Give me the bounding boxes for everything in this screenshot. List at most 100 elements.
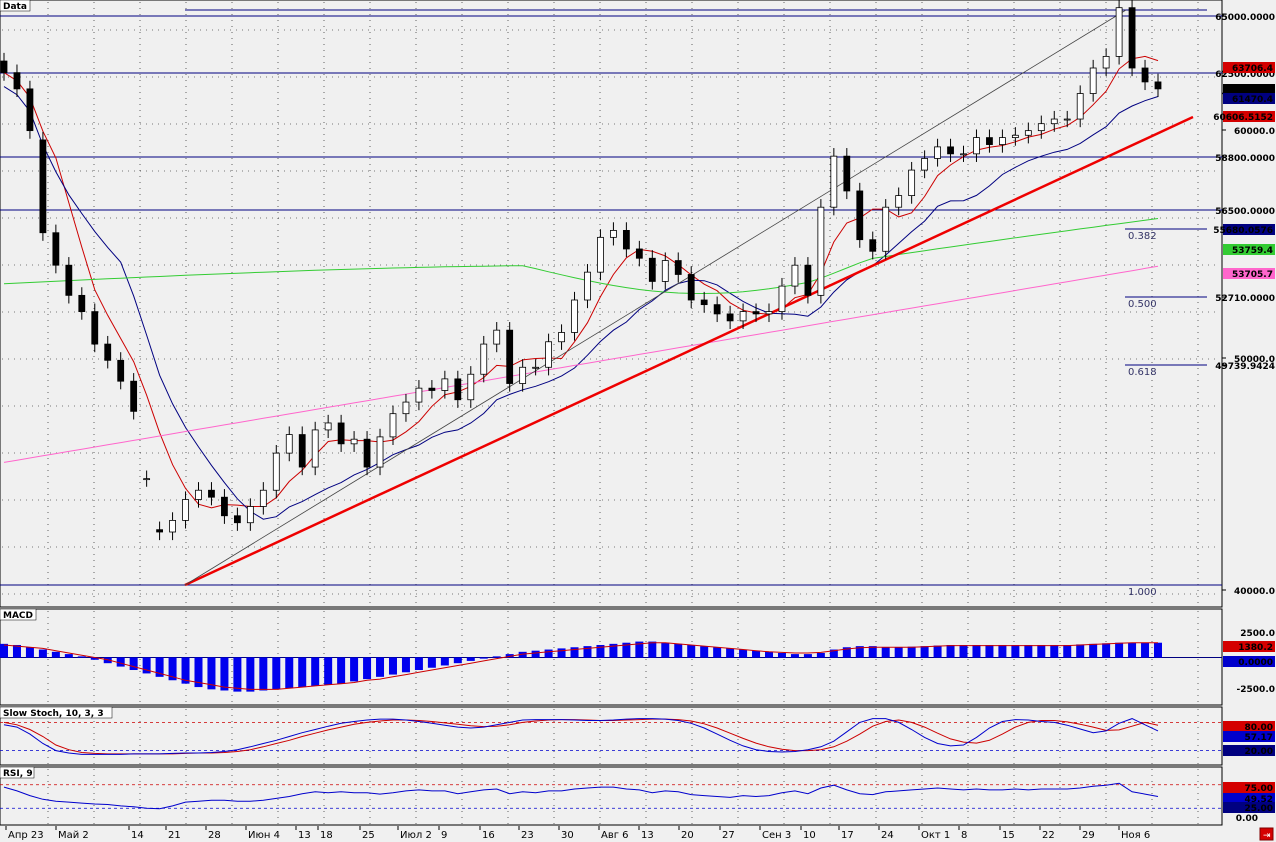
axis-tick-label: 60000.0 (1234, 127, 1275, 137)
stoch-pane: Slow Stoch, 10, 3, 3 (0, 706, 1223, 766)
rsi-pane: RSI, 9 (0, 766, 1223, 826)
candle-body (233, 515, 241, 524)
candle-body (324, 422, 332, 431)
value-box (1223, 62, 1275, 73)
time-axis: Апр 23 Май 2 14 21 28 Июн 4 13 18 25 Июл 2 9 16 23 30… (5, 826, 1150, 841)
candle-body (52, 232, 60, 266)
candle-body (1050, 118, 1058, 125)
candle-body (221, 496, 228, 517)
macd-bar (1115, 642, 1124, 658)
macd-pane-title: MACD (3, 611, 33, 621)
candle-body (363, 438, 371, 468)
candle-body (1141, 67, 1149, 83)
candle-body (778, 285, 786, 312)
candle-body (739, 311, 747, 322)
candle-body (169, 520, 176, 533)
macd-bar (77, 656, 86, 658)
x-tick-label: 28 (208, 830, 221, 841)
candle-body (700, 299, 708, 306)
candle-body (259, 489, 267, 507)
scroll-end-button[interactable] (1259, 827, 1274, 841)
candle-body (558, 332, 565, 343)
ma-long-line (3, 265, 1159, 463)
macd-bar (790, 654, 799, 658)
candle-body (908, 169, 916, 197)
x-tick-label: 10 (803, 830, 816, 841)
candle-body (195, 489, 202, 500)
macd-bar (51, 651, 60, 658)
macd-bar (687, 644, 696, 658)
value-box (1223, 745, 1275, 756)
candle-body (986, 137, 993, 145)
macd-bar (739, 649, 748, 658)
macd-bar (1128, 642, 1137, 658)
candle-body (791, 264, 799, 287)
macd-bar (453, 657, 462, 664)
axis-tick-label: 50000.0 (1234, 355, 1275, 365)
macd-bar (713, 647, 722, 658)
candle-body (532, 366, 540, 369)
candle-body (765, 311, 773, 315)
macd-bar (259, 657, 268, 691)
axis-tick-label: 58800.0000 (1215, 154, 1275, 164)
candle-body (687, 274, 695, 301)
macd-bar (998, 644, 1007, 658)
candle-body (934, 146, 941, 159)
macd-bar (777, 652, 786, 658)
candle-body (713, 304, 721, 315)
axis-tick-label: 49739.9424 (1215, 362, 1275, 372)
candle-body (1128, 7, 1136, 69)
macd-signal-line (3, 642, 1158, 690)
candle-body (65, 264, 73, 296)
x-tick-label: Апр 23 (8, 830, 44, 841)
candle-body (869, 239, 877, 252)
macd-bar (298, 657, 307, 688)
macd-bar (311, 657, 320, 686)
rsi-pane-bg (0, 766, 1223, 826)
x-tick-label: 14 (131, 830, 144, 841)
scroll-end-icon: ⇥ (1263, 831, 1271, 841)
macd-histogram (0, 641, 1162, 692)
candle-body (999, 137, 1006, 145)
macd-bar (609, 643, 618, 658)
macd-bar (194, 657, 203, 688)
macd-bar (1050, 644, 1059, 658)
candle-body (804, 264, 812, 296)
macd-bar (90, 657, 99, 660)
macd-bar (142, 657, 151, 674)
candle-body (1102, 56, 1110, 69)
axis-tick-label: 65000.0000 (1215, 13, 1275, 23)
candle-body (947, 146, 954, 155)
x-tick-label: 16 (482, 830, 495, 841)
candle-body (856, 190, 864, 241)
macd-bar (752, 650, 761, 658)
axis-tick-label: 0.00 (1236, 814, 1258, 824)
value-box (1223, 111, 1275, 122)
candle-body (584, 271, 591, 301)
macd-bar (479, 657, 488, 659)
candle-body (882, 206, 890, 252)
value-box (1223, 793, 1275, 804)
channel-line (184, 9, 1127, 586)
macd-bar (816, 652, 825, 658)
time-axis-bg (0, 826, 1276, 842)
macd-bar (103, 657, 112, 664)
candle-body (493, 329, 501, 345)
candle-body (661, 260, 669, 282)
value-box-label: 61470.4 (1232, 95, 1273, 105)
value-box-label: 25.00 (1245, 804, 1273, 814)
x-tick-label: 21 (168, 830, 181, 841)
macd-bar (518, 651, 527, 658)
candle-body (895, 195, 903, 208)
candle-body (104, 343, 112, 361)
macd-bar (920, 646, 929, 658)
x-tick-label: 9 (441, 830, 447, 841)
candle-body (843, 155, 851, 192)
candle-body (830, 155, 838, 208)
x-tick-label: 8 (961, 830, 967, 841)
axis-tick-label: 2500.0 (1240, 629, 1275, 639)
candle-body (130, 380, 138, 412)
moving-averages (3, 55, 1159, 520)
value-box-label: ▲ 61790.0 (1222, 86, 1273, 96)
